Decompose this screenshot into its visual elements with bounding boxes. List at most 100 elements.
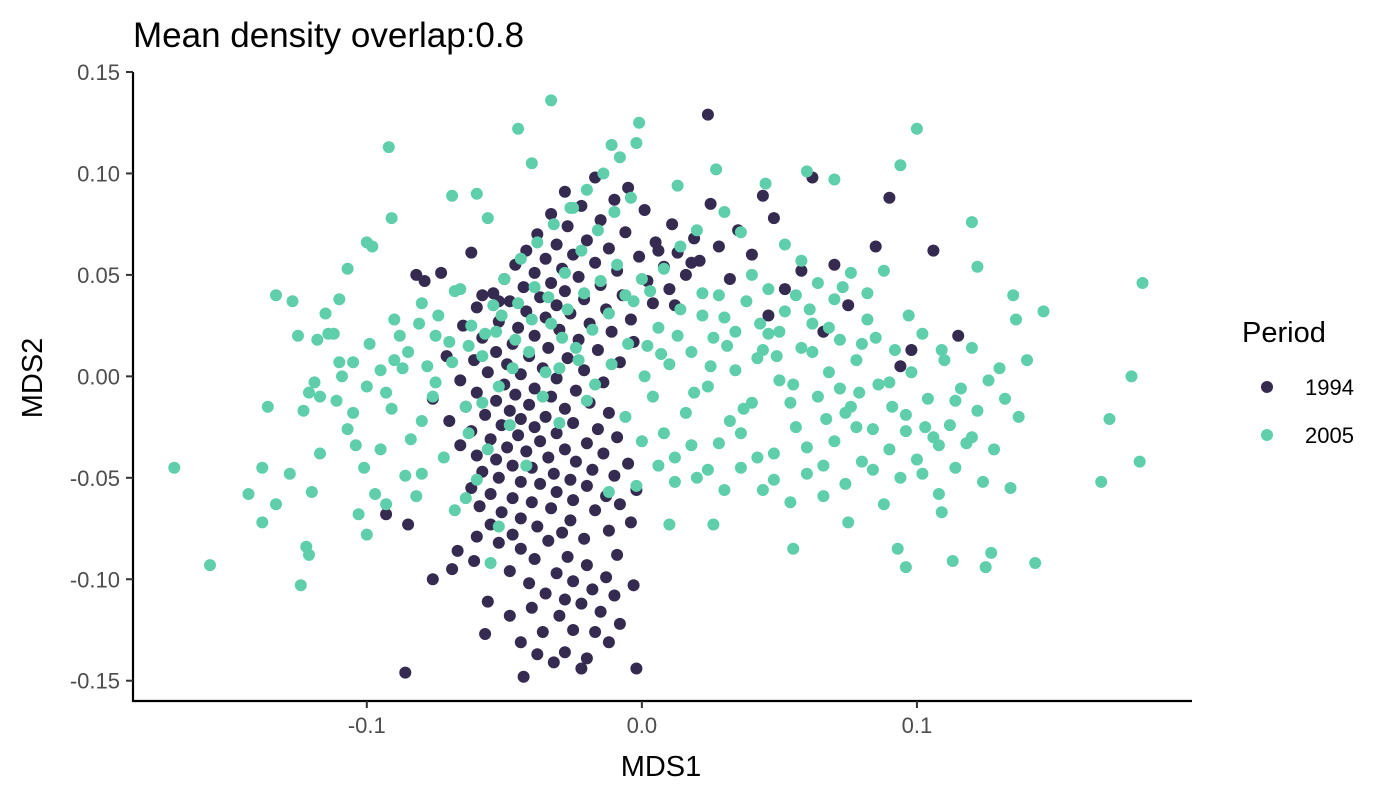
point-1994-202 [905,344,918,356]
point-2005-201 [462,427,475,440]
point-2005-31 [415,415,428,427]
point-1994-122 [578,364,591,377]
point-2005-220 [770,350,783,363]
point-1994-51 [564,514,577,527]
point-2005-69 [624,191,637,204]
point-2005-115 [877,498,890,511]
point-2005-202 [476,396,489,409]
series-2005 [168,94,1149,592]
point-1994-89 [534,435,547,448]
point-2005-261 [380,386,393,399]
point-1994-162 [572,270,585,283]
point-1994-217 [465,246,478,259]
point-1994-59 [525,496,538,509]
point-1994-78 [622,457,635,470]
point-2005-12 [297,404,310,417]
point-1994-220 [476,289,489,302]
point-1994-190 [638,204,651,216]
series-1994 [380,108,965,683]
point-2005-112 [861,313,874,326]
point-1994-56 [545,502,558,515]
point-2005-24 [380,498,393,511]
point-2005-183 [366,240,379,253]
y-tick-label: -0.05 [70,466,120,491]
point-1994-97 [495,419,508,432]
point-2005-40 [465,319,478,332]
point-2005-22 [369,488,382,500]
point-2005-60 [575,244,588,257]
legend-title: Period [1242,317,1326,349]
point-1994-44 [506,528,519,541]
point-2005-120 [905,366,918,379]
point-1994-215 [685,256,698,269]
point-2005-34 [432,309,445,322]
point-1994-40 [492,536,505,549]
point-2005-39 [459,400,472,413]
point-1994-92 [512,429,525,442]
point-2005-77 [668,451,681,464]
point-1994-34 [468,555,481,567]
point-2005-155 [663,518,676,531]
point-2005-229 [919,421,932,434]
point-1994-68 [534,477,547,490]
point-2005-215 [688,386,701,399]
point-2005-7 [283,467,296,480]
point-1994-91 [611,431,624,444]
point-1994-109 [490,394,503,407]
point-2005-85 [712,437,725,450]
point-2005-117 [888,344,901,356]
point-1994-163 [679,268,692,281]
point-2005-288 [866,463,879,476]
point-2005-251 [545,317,558,330]
point-2005-292 [932,439,945,452]
point-2005-80 [685,346,698,358]
y-tick-label: 0.05 [77,263,120,288]
point-2005-289 [883,376,896,389]
point-2005-267 [415,467,428,480]
point-2005-51 [525,313,538,326]
point-2005-98 [784,496,797,509]
point-2005-199 [429,376,442,389]
point-2005-210 [605,358,618,371]
point-1994-41 [542,534,555,547]
point-2005-157 [602,486,615,498]
point-2005-224 [836,281,849,294]
y-tick-label: 0.15 [77,60,120,85]
point-2005-6 [270,498,282,511]
point-1994-149 [646,297,659,310]
point-1994-47 [531,520,544,533]
point-2005-296 [712,289,725,302]
point-2005-91 [745,396,758,409]
point-1994-164 [528,266,541,279]
point-2005-301 [806,346,819,358]
point-2005-50 [520,459,533,472]
point-1994-188 [767,212,780,225]
point-1994-63 [484,488,497,500]
point-1994-73 [547,467,560,480]
point-2005-279 [718,484,731,496]
x-ticks: -0.1 0.0 0.1 [348,701,932,738]
point-2005-61 [580,183,593,196]
point-1994-200 [927,244,940,257]
point-1994-39 [514,542,527,555]
point-1994-45 [556,526,569,539]
point-2005-0 [168,461,181,474]
point-2005-147 [979,561,992,574]
point-2005-247 [611,258,624,271]
point-1994-137 [605,325,618,338]
point-2005-259 [413,317,426,330]
point-1994-8 [602,636,615,649]
point-2005-68 [619,289,632,302]
point-2005-27 [393,329,406,342]
point-2005-104 [817,490,830,503]
point-2005-284 [800,441,813,454]
point-2005-25 [385,402,398,415]
point-2005-107 [833,333,846,346]
point-2005-28 [399,469,412,482]
point-2005-46 [498,273,511,285]
point-2005-196 [388,313,401,326]
point-2005-207 [556,331,569,344]
point-1994-69 [514,475,527,488]
x-tick-label: -0.1 [348,713,386,738]
point-2005-2 [242,488,255,500]
